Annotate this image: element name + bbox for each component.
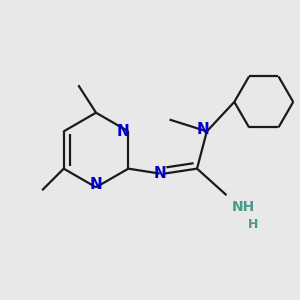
Text: N: N <box>117 124 130 139</box>
Text: NH: NH <box>231 200 255 214</box>
Text: N: N <box>153 166 166 181</box>
Text: N: N <box>90 177 102 192</box>
Text: N: N <box>196 122 209 137</box>
Text: H: H <box>248 218 258 231</box>
